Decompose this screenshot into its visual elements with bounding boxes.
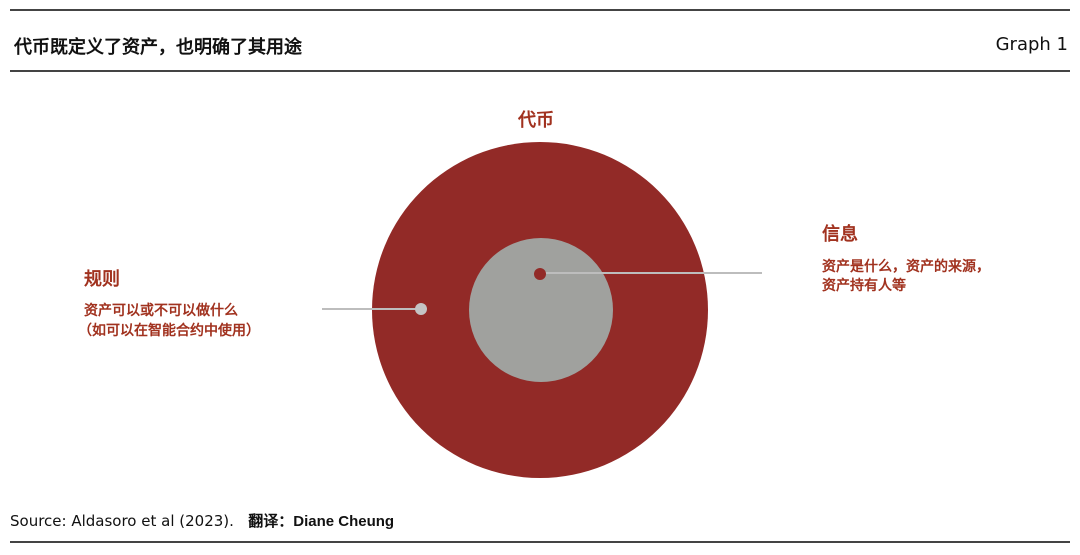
rules-dot (415, 303, 427, 315)
rules-line-2: （如可以在智能合约中使用） (78, 323, 260, 339)
info-title: 信息 (822, 224, 858, 245)
translator-label: 翻译： (248, 513, 294, 530)
source-note: Source: Aldasoro et al (2023). 翻译：Diane … (10, 510, 394, 531)
inner-circle-information (469, 238, 613, 382)
chart-title: 代币既定义了资产，也明确了其用途 (14, 37, 302, 58)
bottom-rule (10, 541, 1070, 543)
info-line-1: 资产是什么，资产的来源， (822, 259, 990, 275)
graph-label: Graph 1 (995, 34, 1068, 55)
info-dot (534, 268, 546, 280)
top-rule (10, 9, 1070, 11)
source-text: Source: Aldasoro et al (2023). (10, 512, 234, 530)
info-line-2: 资产持有人等 (822, 278, 906, 294)
rules-line-1: 资产可以或不可以做什么 (84, 303, 238, 319)
rules-title: 规则 (84, 269, 120, 290)
token-label: 代币 (518, 110, 554, 131)
header-rule (10, 70, 1070, 72)
translator-name: Diane Cheung (293, 513, 395, 530)
